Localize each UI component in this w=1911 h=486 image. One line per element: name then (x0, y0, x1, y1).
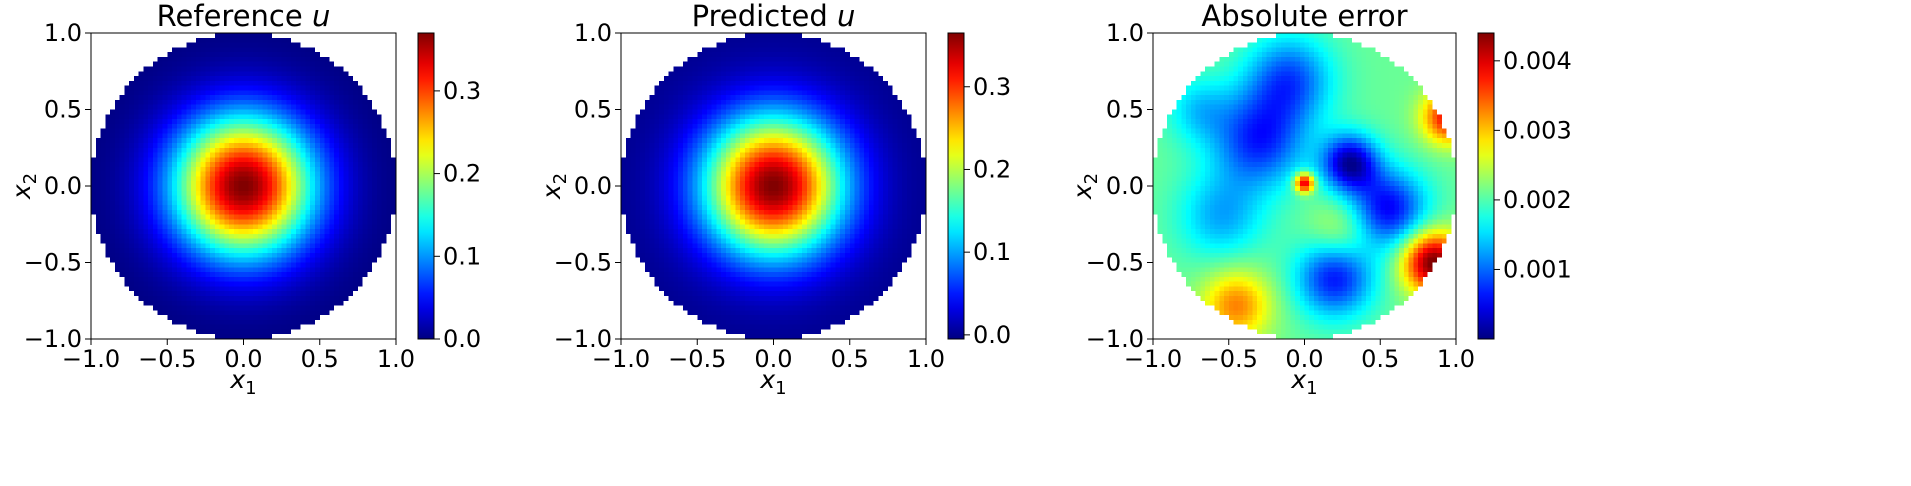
colorbar-tick-label: 0.004 (1503, 47, 1572, 75)
x-tick-label: 0.0 (1285, 345, 1323, 373)
y-tick-label: 0.5 (574, 96, 612, 124)
y-axis-label: x2 (7, 173, 41, 200)
heatmap-image (621, 33, 926, 339)
x-tick-label: −1.0 (592, 345, 650, 373)
colorbar-tick-label: 0.3 (443, 77, 481, 105)
x-tick-label: −1.0 (1124, 345, 1182, 373)
y-tick-label: −0.5 (554, 249, 612, 277)
colorbar (417, 32, 435, 340)
x-axis-label: x1 (1290, 365, 1317, 399)
x-tick-label: 0.5 (1361, 345, 1399, 373)
y-tick-label: −1.0 (1086, 325, 1144, 353)
colorbar-tick-label: 0.001 (1503, 255, 1572, 283)
x-tick-label: −0.5 (1200, 345, 1258, 373)
colorbar (1477, 32, 1495, 340)
y-tick-label: −1.0 (24, 325, 82, 353)
colorbar (947, 32, 965, 340)
y-tick-label: 1.0 (1106, 19, 1144, 47)
x-tick-label: 1.0 (377, 345, 415, 373)
panel-title: Predicted u (692, 0, 856, 33)
y-tick-label: 1.0 (574, 19, 612, 47)
colorbar-tick-label: 0.1 (973, 238, 1011, 266)
colorbar-tick-label: 0.003 (1503, 116, 1572, 144)
y-axis-label: x2 (1068, 173, 1102, 200)
x-tick-label: 0.0 (224, 345, 262, 373)
panel-title-text: Reference (157, 0, 312, 33)
y-tick-label: −1.0 (554, 325, 612, 353)
panel-title-variable: u (312, 0, 330, 33)
y-tick-label: 0.0 (574, 172, 612, 200)
x-axis-label: x1 (229, 365, 256, 399)
y-tick-label: 0.5 (44, 96, 82, 124)
panel-title: Reference u (157, 0, 331, 33)
colorbar-tick-label: 0.2 (973, 155, 1011, 183)
colorbar-tick-label: 0.0 (443, 325, 481, 353)
panel-title-text: Absolute error (1201, 0, 1407, 33)
colorbar-tick-label: 0.3 (973, 73, 1011, 101)
y-axis-label: x2 (537, 173, 571, 200)
y-tick-label: 0.0 (1106, 172, 1144, 200)
panel-title: Absolute error (1201, 0, 1407, 33)
panel-title-text: Predicted (692, 0, 837, 33)
x-tick-label: 0.0 (754, 345, 792, 373)
x-tick-label: −0.5 (138, 345, 196, 373)
y-tick-label: 0.0 (44, 172, 82, 200)
y-tick-label: 0.5 (1106, 96, 1144, 124)
panel-3: Absolute error −1.0 −0.5 0.0 0.5 1.0 −1.0 −0.5 0… (1068, 0, 1572, 399)
x-tick-label: −1.0 (62, 345, 120, 373)
panel-2: Predicted u −1.0 −0.5 0.0 0.5 1.0 −1.0 −0.5 0.0 0… (537, 0, 1011, 399)
y-tick-label: −0.5 (24, 249, 82, 277)
colorbar-tick-label: 0.002 (1503, 186, 1572, 214)
heatmap-image (91, 33, 396, 339)
x-tick-label: 1.0 (1437, 345, 1475, 373)
x-tick-label: 1.0 (907, 345, 945, 373)
y-tick-label: −0.5 (1086, 249, 1144, 277)
x-tick-label: 0.5 (301, 345, 339, 373)
colorbar-tick-label: 0.1 (443, 242, 481, 270)
x-tick-label: −0.5 (668, 345, 726, 373)
panel-title-variable: u (837, 0, 855, 33)
colorbar-tick-label: 0.0 (973, 321, 1011, 349)
colorbar-tick-label: 0.2 (443, 160, 481, 188)
x-tick-label: 0.5 (831, 345, 869, 373)
panel-1: Reference u −1.0 −0.5 0.0 0.5 1.0 −1.0 −0.5 0.0 0… (7, 0, 481, 399)
heatmap-image (1153, 33, 1456, 339)
y-tick-label: 1.0 (44, 19, 82, 47)
x-axis-label: x1 (759, 365, 786, 399)
